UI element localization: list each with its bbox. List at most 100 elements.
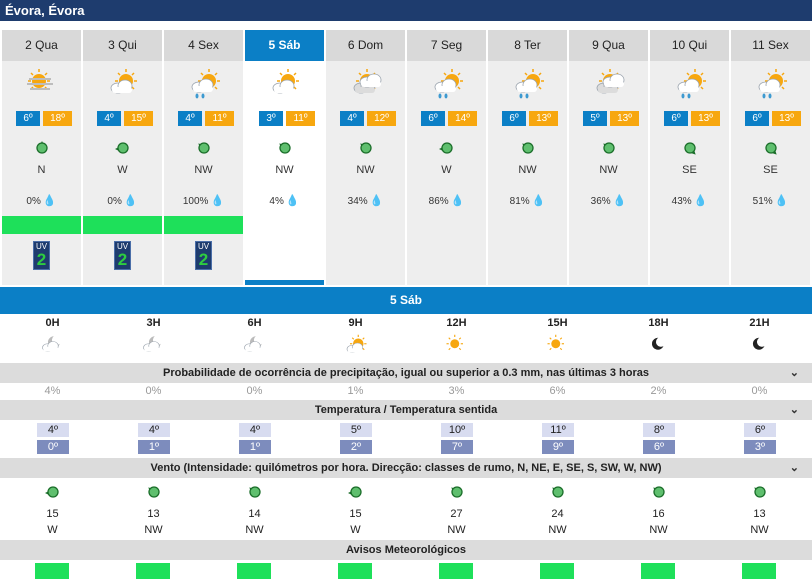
feels-like-value: 2º [340,440,372,454]
cloudy-night-icon [103,334,204,358]
wind-direction-icon [277,140,293,158]
max-temp: 13º [691,111,720,126]
wind-direction-icon [520,140,536,158]
day-card-0[interactable]: 2 Qua 6º 18º N 0% 💧 UV 2 [2,30,81,285]
temperature-value: 11º [542,423,574,437]
temperature-value: 5º [340,423,372,437]
wind-section-header[interactable]: Vento (Intensidade: quilómetros por hora… [0,458,812,478]
raindrop-icon: 💧 [123,195,138,207]
partly-cloudy-rain-icon [429,68,465,100]
feels-like-value: 1º [138,440,170,454]
precip-value: 0% [26,196,41,207]
wind-direction-icon [439,140,455,158]
max-temp: 18º [43,111,72,126]
hour-label: 12H [446,317,467,329]
partly-cloudy-rain-icon [186,68,222,100]
day-label[interactable]: 6 Dom [326,30,405,61]
wind-direction: NW [649,524,668,536]
cloudy-night-icon [204,334,305,358]
sun-icon [406,334,507,358]
day-label[interactable]: 5 Sáb [245,30,324,61]
wind-direction-icon [34,140,50,158]
min-temp: 3º [259,111,283,126]
day-label[interactable]: 11 Sex [731,30,810,61]
wind-direction-icon [763,140,779,158]
precip-section-title: Probabilidade de ocorrência de precipita… [163,367,649,379]
wind-speed: 14 [248,508,261,520]
day-card-7[interactable]: 9 Qua 5º 13º NW 36% 💧 [569,30,648,285]
day-card-4[interactable]: 6 Dom 4º 12º NW 34% 💧 [326,30,405,285]
day-label[interactable]: 2 Qua [2,30,81,61]
warnings-section-header[interactable]: Avisos Meteorológicos [0,540,812,560]
day-label[interactable]: 8 Ter [488,30,567,61]
feels-like-value: 7º [441,440,473,454]
wind-direction-icon [601,140,617,158]
precip-value: 86% [428,196,449,207]
precip-value: 4% [44,385,61,397]
precip-value: 0% [107,196,122,207]
day-label[interactable]: 4 Sex [164,30,243,61]
chevron-down-icon[interactable]: ⌄ [789,404,799,416]
wind-direction: NW [194,164,213,176]
warning-level-box [237,563,271,579]
precip-value: 51% [752,196,773,207]
precip-probability: 36% 💧 [569,194,648,207]
warning-level-bar [164,216,243,234]
day-card-5[interactable]: 7 Seg 6º 14º W 86% 💧 [407,30,486,285]
temp-section-header[interactable]: Temperatura / Temperatura sentida ⌄ [0,400,812,420]
uv-index-value: 2 [117,250,128,269]
hour-label: 15H [547,317,568,329]
max-temp: 14º [448,111,477,126]
precip-value: 3% [448,385,465,397]
wind-speed: 24 [551,508,564,520]
wind-direction: NW [599,164,618,176]
wind-direction: N [37,164,46,176]
wind-direction: NW [144,524,163,536]
day-label[interactable]: 9 Qua [569,30,648,61]
chevron-down-icon[interactable]: ⌄ [789,367,799,379]
partly-cloudy-icon [305,334,406,358]
uv-index-badge: UV 2 [195,241,212,270]
day-card-1[interactable]: 3 Qui 4º 15º W 0% 💧 UV 2 [83,30,162,285]
precip-probability: 0% 💧 [2,194,81,207]
day-card-9[interactable]: 11 Sex 6º 13º SE 51% 💧 [731,30,810,285]
precip-probability: 4% 💧 [245,194,324,207]
min-temp: 4º [340,111,364,126]
precip-probability: 0% 💧 [83,194,162,207]
day-label[interactable]: 10 Qui [650,30,729,61]
max-temp: 13º [772,111,801,126]
max-temp: 11º [286,111,315,126]
day-card-8[interactable]: 10 Qui 6º 13º SE 43% 💧 [650,30,729,285]
precip-probability: 51% 💧 [731,194,810,207]
wind-direction: NW [275,164,294,176]
partly-cloudy-rain-icon [753,68,789,100]
max-temp: 12º [367,111,396,126]
max-temp: 13º [610,111,639,126]
partly-cloudy-icon [105,68,141,100]
hour-label: 6H [247,317,262,329]
daily-forecast: 2 Qua 6º 18º N 0% 💧 UV 2 3 Qui 4º 15º W 0% 💧 UV 2 4 Sex 4… [0,30,812,285]
raindrop-icon: 💧 [774,195,789,207]
day-label[interactable]: 7 Seg [407,30,486,61]
warning-level-box [439,563,473,579]
warning-level-bar [2,216,81,234]
location-title: Évora, Évora [0,0,812,21]
detail-day-title: 5 Sáb [0,287,812,314]
sun-haze-icon [24,68,60,100]
wind-direction-icon [2,484,103,502]
precip-value: 0% [751,385,768,397]
day-card-2[interactable]: 4 Sex 4º 11º NW 100% 💧 UV 2 [164,30,243,285]
wind-direction: SE [763,164,778,176]
wind-direction: W [441,164,452,176]
partly-cloudy-icon [267,68,303,100]
day-label[interactable]: 3 Qui [83,30,162,61]
chevron-down-icon[interactable]: ⌄ [789,462,799,474]
raindrop-icon: 💧 [450,195,465,207]
max-temp: 15º [124,111,153,126]
day-card-3[interactable]: 5 Sáb 3º 11º NW 4% 💧 [245,30,324,285]
day-card-6[interactable]: 8 Ter 6º 13º NW 81% 💧 [488,30,567,285]
precip-section-header[interactable]: Probabilidade de ocorrência de precipita… [0,363,812,383]
wind-speed: 27 [450,508,463,520]
min-temp: 6º [16,111,40,126]
uv-index-badge: UV 2 [114,241,131,270]
